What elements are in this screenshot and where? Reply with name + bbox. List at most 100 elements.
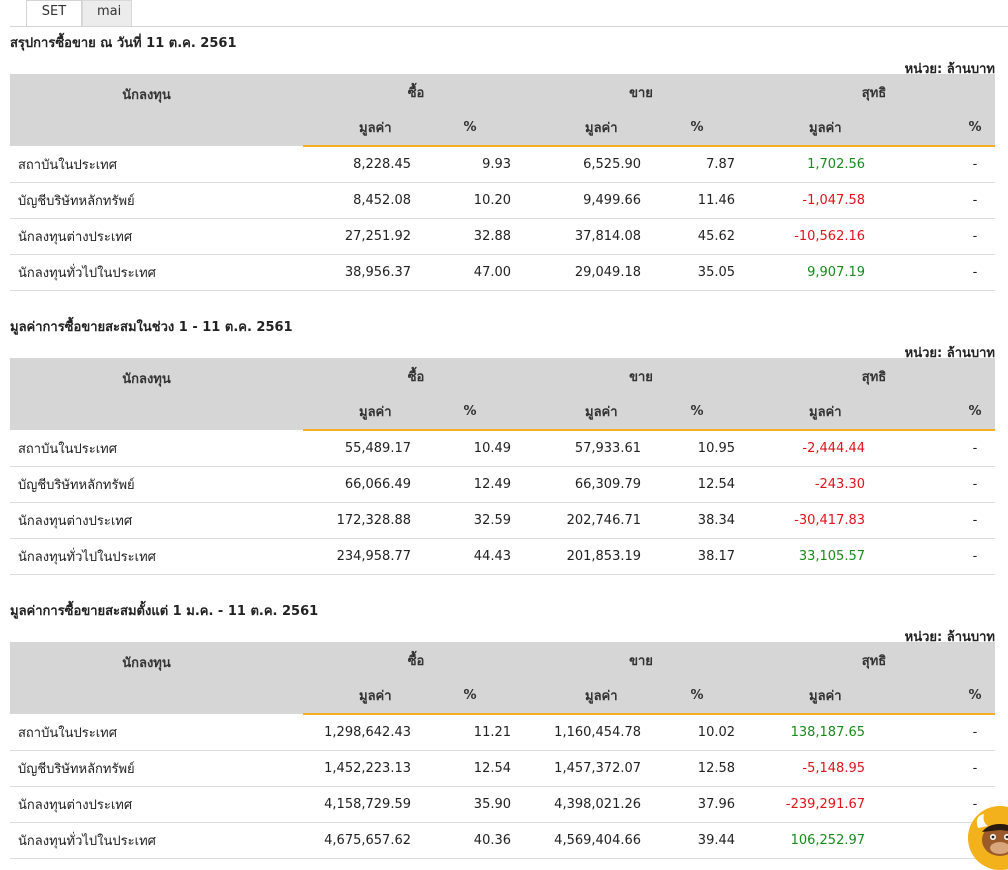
header-buy-percent: %	[411, 678, 530, 715]
table-row: สถาบันในประเทศ 1,298,642.43 11.21 1,160,454…	[10, 714, 996, 751]
header-net-value: มูลค่า	[753, 110, 866, 147]
sell-percent: 45.62	[641, 218, 754, 255]
sell-percent: 10.95	[641, 430, 754, 467]
header-investor: นักลงทุน	[10, 358, 303, 430]
tab-bar: SET mai	[26, 0, 132, 26]
buy-percent: 44.43	[411, 538, 530, 575]
bull-mascot-icon[interactable]	[968, 806, 1008, 870]
header-buy-value: มูลค่า	[303, 678, 411, 715]
net-value: 106,252.97	[753, 822, 866, 859]
net-value: 1,702.56	[753, 146, 866, 183]
net-percent: -	[955, 714, 996, 751]
buy-value: 66,066.49	[303, 466, 411, 503]
investor-name: สถาบันในประเทศ	[10, 430, 303, 467]
tab-set[interactable]: SET	[26, 0, 82, 26]
buy-value: 172,328.88	[303, 502, 411, 539]
net-percent: -	[955, 182, 996, 219]
net-spacer	[865, 750, 956, 787]
sell-value: 29,049.18	[529, 254, 642, 291]
header-investor: นักลงทุน	[10, 642, 303, 714]
sell-percent: 10.02	[641, 714, 754, 751]
sell-percent: 35.05	[641, 254, 754, 291]
buy-percent: 10.49	[411, 430, 530, 467]
sell-value: 57,933.61	[529, 430, 642, 467]
header-sell-percent: %	[641, 110, 754, 147]
header-buy: ซื้อ	[303, 358, 530, 394]
investor-name: สถาบันในประเทศ	[10, 714, 303, 751]
investor-name: บัญชีบริษัทหลักทรัพย์	[10, 750, 303, 787]
sell-percent: 37.96	[641, 786, 754, 823]
sell-value: 9,499.66	[529, 182, 642, 219]
header-sell: ขาย	[529, 642, 754, 678]
net-value: -243.30	[753, 466, 866, 503]
buy-percent: 11.21	[411, 714, 530, 751]
header-buy-percent: %	[411, 110, 530, 147]
table-row: นักลงทุนทั่วไปในประเทศ 234,958.77 44.43 201…	[10, 538, 996, 575]
header-sell-percent: %	[641, 678, 754, 715]
unit-label: หน่วย: ล้านบาท	[904, 62, 995, 77]
header-buy-value: มูลค่า	[303, 394, 411, 431]
header-sell: ขาย	[529, 358, 754, 394]
sell-percent: 38.17	[641, 538, 754, 575]
net-spacer	[865, 466, 956, 503]
net-value: 9,907.19	[753, 254, 866, 291]
buy-percent: 12.54	[411, 750, 530, 787]
sell-percent: 7.87	[641, 146, 754, 183]
header-investor: นักลงทุน	[10, 74, 303, 146]
net-percent: -	[955, 430, 996, 467]
buy-value: 4,675,657.62	[303, 822, 411, 859]
section-title: มูลค่าการซื้อขายสะสมในช่วง 1 - 11 ต.ค. 2…	[10, 320, 293, 335]
table-row: นักลงทุนทั่วไปในประเทศ 4,675,657.62 40.36 4…	[10, 822, 996, 859]
sell-value: 201,853.19	[529, 538, 642, 575]
sell-value: 4,398,021.26	[529, 786, 642, 823]
sell-percent: 11.46	[641, 182, 754, 219]
net-spacer	[865, 254, 956, 291]
net-value: -239,291.67	[753, 786, 866, 823]
section-title: มูลค่าการซื้อขายสะสมตั้งแต่ 1 ม.ค. - 11 …	[10, 604, 319, 619]
buy-percent: 40.36	[411, 822, 530, 859]
sell-value: 37,814.08	[529, 218, 642, 255]
sell-value: 6,525.90	[529, 146, 642, 183]
buy-value: 1,298,642.43	[303, 714, 411, 751]
investor-table: นักลงทุน ซื้อ ขาย สุทธิ มูลค่า% มูลค่า% มูลค่า…	[10, 358, 996, 575]
header-net-percent: %	[955, 394, 996, 431]
net-spacer	[865, 822, 956, 859]
net-percent: -	[955, 254, 996, 291]
net-value: 33,105.57	[753, 538, 866, 575]
investor-name: นักลงทุนต่างประเทศ	[10, 218, 303, 255]
unit-label: หน่วย: ล้านบาท	[904, 630, 995, 645]
buy-value: 55,489.17	[303, 430, 411, 467]
sell-percent: 38.34	[641, 502, 754, 539]
buy-value: 27,251.92	[303, 218, 411, 255]
sell-value: 202,746.71	[529, 502, 642, 539]
buy-percent: 35.90	[411, 786, 530, 823]
net-spacer	[865, 538, 956, 575]
header-sell-value: มูลค่า	[529, 394, 642, 431]
sell-value: 1,160,454.78	[529, 714, 642, 751]
tab-mai[interactable]: mai	[82, 0, 132, 26]
buy-value: 8,452.08	[303, 182, 411, 219]
table-row: บัญชีบริษัทหลักทรัพย์ 8,452.08 10.20 9,499.…	[10, 182, 996, 219]
sell-value: 66,309.79	[529, 466, 642, 503]
table-row: สถาบันในประเทศ 8,228.45 9.93 6,525.90 7.87 1,…	[10, 146, 996, 183]
investor-table: นักลงทุน ซื้อ ขาย สุทธิ มูลค่า% มูลค่า% มูลค่า…	[10, 642, 996, 859]
net-spacer	[865, 430, 956, 467]
header-net-spacer	[865, 678, 956, 715]
investor-table: นักลงทุน ซื้อ ขาย สุทธิ มูลค่า% มูลค่า% มูลค่า…	[10, 74, 996, 291]
unit-label: หน่วย: ล้านบาท	[904, 346, 995, 361]
header-buy-percent: %	[411, 394, 530, 431]
header-buy-value: มูลค่า	[303, 110, 411, 147]
header-sell-percent: %	[641, 394, 754, 431]
buy-value: 234,958.77	[303, 538, 411, 575]
net-spacer	[865, 218, 956, 255]
header-net-spacer	[865, 394, 956, 431]
net-percent: -	[955, 502, 996, 539]
header-net-value: มูลค่า	[753, 394, 866, 431]
header-net-percent: %	[955, 110, 996, 147]
header-sell: ขาย	[529, 74, 754, 110]
buy-percent: 32.59	[411, 502, 530, 539]
sell-value: 1,457,372.07	[529, 750, 642, 787]
net-value: 138,187.65	[753, 714, 866, 751]
investor-name: สถาบันในประเทศ	[10, 146, 303, 183]
net-percent: -	[955, 538, 996, 575]
